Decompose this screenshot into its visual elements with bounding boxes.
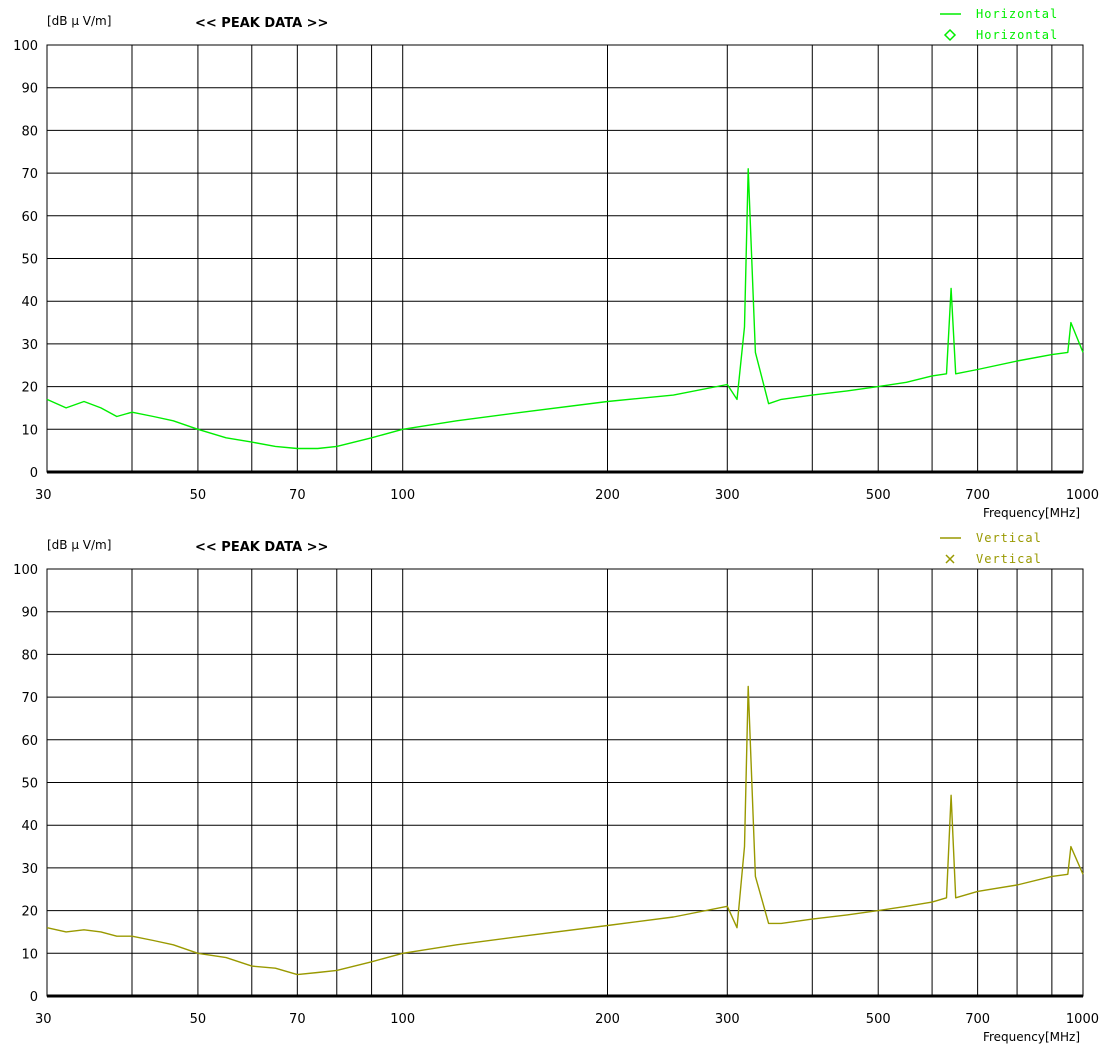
y-tick-label: 30: [21, 862, 38, 877]
chart-title: << PEAK DATA >>: [195, 540, 328, 555]
x-tick-label: 200: [595, 488, 620, 503]
series-line-horizontal: [46, 168, 1084, 450]
y-axis-label: [dB μ V/m]: [47, 538, 111, 552]
x-tick-label: 30: [35, 1012, 52, 1027]
y-tick-label: 0: [30, 990, 38, 1005]
y-tick-label: 20: [21, 905, 38, 920]
y-tick-label: 100: [13, 563, 38, 578]
chart-vertical: 0 10 20 30 40 50 60 70 80 90 100 30 50 70 100 200 300 500…: [13, 531, 1099, 1044]
x-tick-label: 1000: [1066, 1012, 1099, 1027]
x-tick-label: 700: [965, 488, 990, 503]
y-tick-label: 80: [21, 648, 38, 663]
chart-horizontal: 0 10 20 30 40 50 60 70 80 90 100 30 50 70 100 200 300 500…: [13, 7, 1099, 520]
y-tick-label: 40: [21, 295, 38, 310]
x-tick-label: 300: [715, 488, 740, 503]
y-tick-label: 50: [21, 777, 38, 792]
x-tick-label: 700: [965, 1012, 990, 1027]
x-tick-label: 200: [595, 1012, 620, 1027]
y-tick-label: 50: [21, 253, 38, 268]
legend-label: Vertical: [976, 552, 1042, 566]
x-axis-label: Frequency[MHz]: [983, 1030, 1080, 1044]
x-tick-label: 100: [390, 1012, 415, 1027]
chart-title: << PEAK DATA >>: [195, 16, 328, 31]
y-tick-label: 0: [30, 466, 38, 481]
x-tick-label: 300: [715, 1012, 740, 1027]
y-tick-label: 70: [21, 691, 38, 706]
x-axis-label: Frequency[MHz]: [983, 506, 1080, 520]
y-tick-label: 20: [21, 381, 38, 396]
legend-label: Horizontal: [976, 28, 1058, 42]
x-tick-label: 30: [35, 488, 52, 503]
y-tick-label: 60: [21, 210, 38, 225]
chart-panel-horizontal: 0 10 20 30 40 50 60 70 80 90 100 30 50 70 100 200 300 500…: [13, 7, 1099, 520]
series-line-vertical: [46, 685, 1084, 976]
y-tick-label: 80: [21, 124, 38, 139]
x-tick-label: 500: [866, 488, 891, 503]
y-tick-label: 40: [21, 819, 38, 834]
x-tick-label: 50: [190, 1012, 207, 1027]
y-tick-label: 30: [21, 338, 38, 353]
legend-label: Horizontal: [976, 7, 1058, 21]
legend-label: Vertical: [976, 531, 1042, 545]
x-tick-label: 50: [190, 488, 207, 503]
chart-panel-vertical: 0 10 20 30 40 50 60 70 80 90 100 30 50 70 100 200 300 500…: [0, 524, 1113, 1048]
legend-x-marker: [945, 554, 955, 564]
y-tick-label: 60: [21, 734, 38, 749]
y-tick-label: 90: [21, 606, 38, 621]
y-axis-label: [dB μ V/m]: [47, 14, 111, 28]
x-tick-label: 70: [289, 1012, 306, 1027]
x-tick-label: 70: [289, 488, 306, 503]
y-tick-label: 90: [21, 82, 38, 97]
y-tick-label: 10: [21, 947, 38, 962]
y-tick-label: 70: [21, 167, 38, 182]
legend-diamond-marker: [943, 28, 957, 42]
x-tick-label: 500: [866, 1012, 891, 1027]
x-tick-label: 1000: [1066, 488, 1099, 503]
y-tick-label: 10: [21, 423, 38, 438]
y-tick-label: 100: [13, 39, 38, 54]
x-tick-label: 100: [390, 488, 415, 503]
